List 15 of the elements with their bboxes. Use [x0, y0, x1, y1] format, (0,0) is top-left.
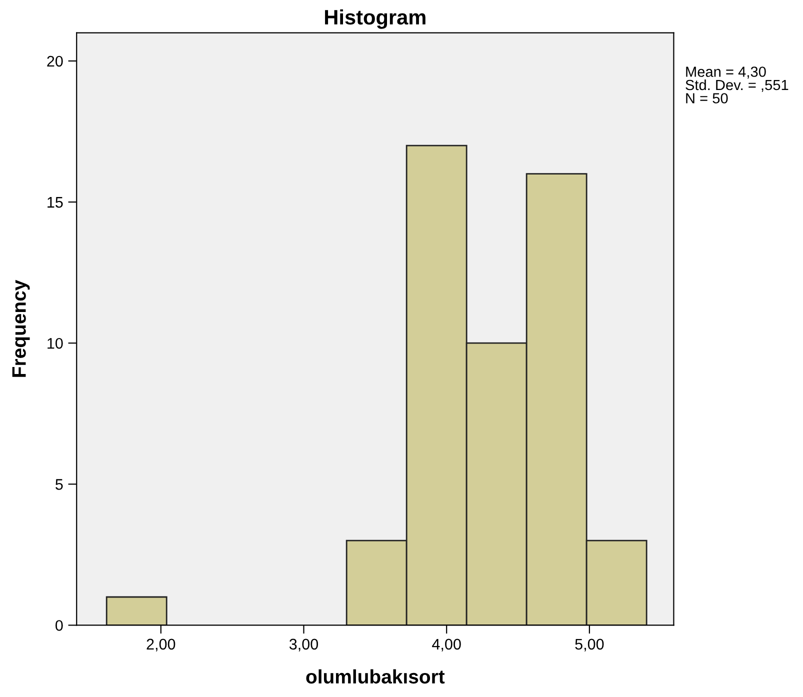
x-tick-label: 3,00	[289, 638, 318, 652]
text: N = 50	[686, 93, 728, 104]
x-tick-label: 2,00	[146, 638, 176, 652]
text: Mean = 4,30	[686, 66, 766, 79]
chart-title: Histogram	[325, 9, 426, 29]
x-tick-label: 4,00	[432, 638, 461, 652]
y-tick-label: 10	[48, 338, 63, 349]
y-tick-label: 15	[48, 197, 63, 208]
y-axis-title: Frequency	[12, 280, 30, 377]
y-tick-label: 5	[56, 479, 63, 490]
y-tick-label: 0	[56, 620, 63, 631]
y-tick-label: 20	[47, 56, 63, 67]
text: Std. Dev. = ,551	[686, 79, 788, 92]
x-axis-title: olumlubakısort	[306, 669, 445, 684]
x-tick-label: 5,00	[575, 638, 604, 652]
